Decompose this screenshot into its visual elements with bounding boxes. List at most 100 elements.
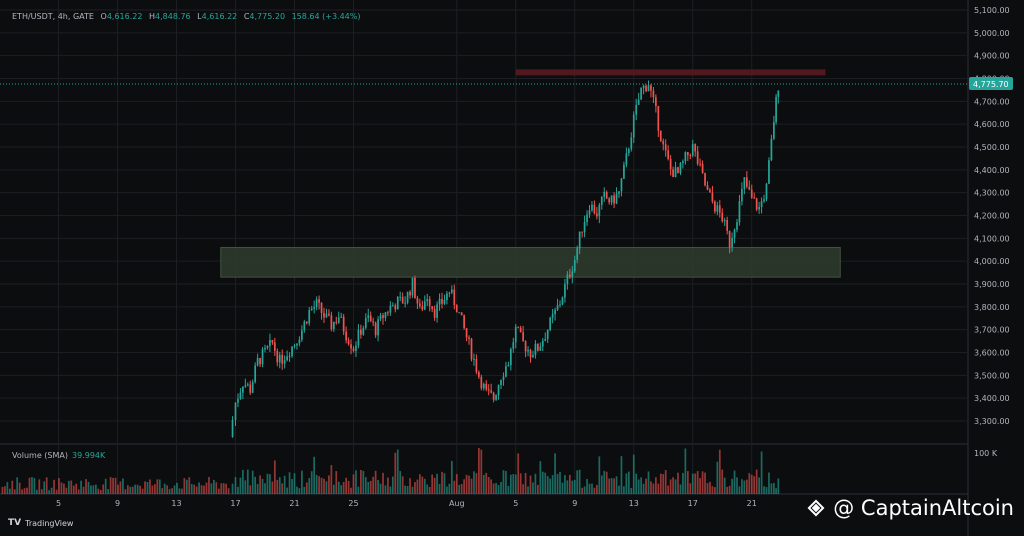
candle-body	[391, 305, 394, 307]
volume-bar	[208, 477, 210, 494]
candle-body	[662, 141, 665, 145]
x-tick-label: 21	[289, 499, 299, 508]
x-tick-label: 5	[56, 499, 61, 508]
volume-bar	[645, 478, 647, 494]
candle-body	[517, 326, 520, 328]
tradingview-logo[interactable]: TV TradingView	[8, 518, 73, 528]
candle-body	[465, 328, 468, 338]
volume-bar	[131, 486, 134, 494]
volume-bar	[728, 485, 731, 494]
volume-bar	[246, 469, 249, 494]
volume-bar	[345, 477, 347, 494]
volume-bar	[537, 484, 539, 494]
volume-bar	[352, 474, 355, 494]
candle-body	[539, 346, 542, 351]
volume-bar	[16, 477, 19, 494]
symbol-label[interactable]: ETH/USDT, 4h, GATE	[12, 12, 94, 21]
candle-body	[242, 386, 244, 393]
volume-bar	[117, 484, 119, 494]
volume-label[interactable]: Volume (SMA)	[12, 451, 68, 460]
volume-bar	[171, 488, 173, 494]
candle-body	[409, 291, 411, 296]
volume-bar	[482, 474, 485, 494]
volume-bar	[399, 470, 402, 494]
volume-bar	[696, 471, 699, 494]
volume-value: 39.994K	[72, 451, 106, 460]
candle-body	[537, 343, 539, 351]
volume-bar	[75, 483, 78, 494]
candle-body	[721, 212, 724, 222]
candle-body	[332, 321, 335, 330]
candle-body	[718, 205, 721, 213]
candle-body	[765, 183, 768, 200]
volume-bar	[556, 473, 559, 494]
volume-bar	[301, 470, 303, 494]
volume-bar	[588, 483, 591, 494]
candle-body	[256, 358, 259, 366]
candle-body	[546, 330, 549, 340]
volume-bar	[711, 486, 714, 494]
candle-body	[419, 303, 421, 307]
candle-body	[716, 205, 719, 212]
candle-body	[669, 158, 672, 170]
volume-bar	[200, 485, 203, 494]
x-tick-label: 17	[230, 499, 240, 508]
candle-body	[773, 122, 775, 139]
volume-bar	[677, 472, 679, 494]
volume-bar	[551, 475, 554, 494]
volume-bar	[239, 477, 242, 494]
volume-bar	[490, 479, 493, 494]
candle-body	[281, 354, 284, 364]
candle-body	[389, 305, 392, 313]
volume-bar	[495, 483, 497, 494]
volume-bar	[176, 482, 178, 494]
candle-body	[623, 164, 625, 179]
volume-bar	[45, 477, 48, 494]
candle-body	[743, 177, 746, 189]
candle-body	[733, 229, 736, 238]
volume-bar	[151, 485, 154, 494]
candle-body	[637, 99, 640, 105]
volume-bar	[512, 474, 515, 494]
candle-body	[438, 298, 441, 305]
volume-bar	[18, 482, 21, 494]
volume-bar	[382, 472, 384, 494]
volume-bar	[281, 483, 284, 494]
volume-bar	[251, 470, 254, 494]
y-tick-label: 3,900.00	[974, 280, 1010, 289]
volume-bar	[271, 481, 274, 494]
volume-bar	[610, 478, 613, 494]
volume-bar	[480, 449, 483, 494]
candle-body	[500, 379, 502, 386]
volume-bar	[709, 481, 711, 494]
candle-body	[455, 305, 458, 313]
volume-bar	[598, 456, 601, 494]
volume-bar	[369, 480, 372, 494]
volume-bar	[340, 485, 343, 494]
candle-body	[291, 346, 293, 357]
volume-bar	[389, 486, 392, 494]
volume-bar	[566, 480, 569, 494]
candle-body	[414, 277, 416, 298]
volume-bar	[213, 479, 215, 494]
volume-bar	[561, 482, 564, 494]
volume-bar	[423, 478, 426, 494]
volume-bar	[355, 470, 357, 494]
y-tick-label: 3,400.00	[974, 394, 1010, 403]
volume-bar	[470, 478, 473, 494]
candle-body	[672, 169, 674, 178]
volume-bar	[261, 478, 264, 494]
volume-bar	[750, 474, 753, 494]
watermark: @ CaptainAltcoin	[805, 496, 1014, 520]
candle-body	[283, 360, 286, 364]
open-label: O	[100, 12, 107, 21]
volume-bar	[210, 483, 213, 494]
candle-body	[598, 204, 601, 217]
volume-bar	[379, 483, 382, 494]
candle-body	[529, 349, 532, 358]
candle-body	[763, 199, 765, 202]
volume-bar	[193, 484, 196, 494]
volume-bar	[716, 461, 719, 494]
